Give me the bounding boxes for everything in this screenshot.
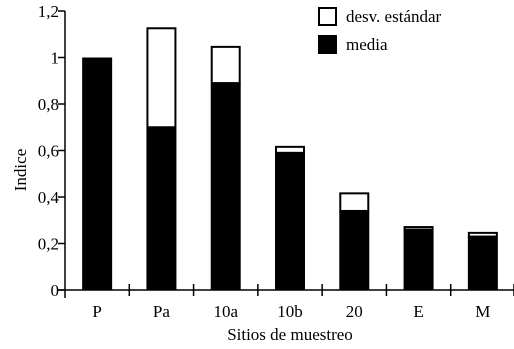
bar-media-10a (210, 83, 241, 290)
y-tick-label: 0,6 (38, 142, 59, 161)
axes-group: 0 0,2 0,4 0,6 0,8 1 1,2 P Pa 10a 10b 20 E M (38, 2, 514, 321)
legend-label-desv: desv. estándar (346, 7, 442, 26)
y-axis-title: Indice (11, 149, 30, 191)
bar-desv-10b (275, 145, 305, 154)
legend: desv. estándar media (318, 7, 442, 54)
x-tick-label-10a: 10a (213, 302, 238, 321)
x-tick-label-20: 20 (346, 302, 363, 321)
bar-media-20 (339, 210, 370, 290)
bar-desv-10a (210, 45, 241, 85)
x-tick-label-Pa: Pa (153, 302, 170, 321)
legend-swatch-media (318, 35, 337, 54)
x-axis-title: Sitios de muestreo (227, 325, 353, 344)
y-tick-label: 0 (51, 281, 60, 300)
bars-group (82, 27, 498, 290)
y-tick-label: 0,8 (38, 95, 59, 114)
x-tick-label-M: M (475, 302, 490, 321)
bar-desv-20 (339, 192, 370, 212)
y-tick-label: 0,4 (38, 188, 60, 207)
bar-desv-Pa (146, 27, 177, 129)
legend-swatch-desv (318, 7, 337, 26)
bar-media-Pa (146, 127, 177, 290)
bar-desv-M (467, 231, 498, 238)
bar-desv-E (403, 226, 434, 231)
bar-media-M (467, 236, 498, 290)
y-tick-label: 0,2 (38, 235, 59, 254)
x-tick-label-10b: 10b (277, 302, 303, 321)
legend-label-media: media (346, 35, 388, 54)
x-tick-label-P: P (92, 302, 101, 321)
bar-media-P (82, 57, 113, 290)
bar-media-E (403, 229, 434, 290)
y-tick-label: 1,2 (38, 2, 59, 21)
x-tick-label-E: E (413, 302, 423, 321)
y-tick-label: 1 (51, 49, 60, 68)
bar-media-10b (275, 152, 305, 290)
